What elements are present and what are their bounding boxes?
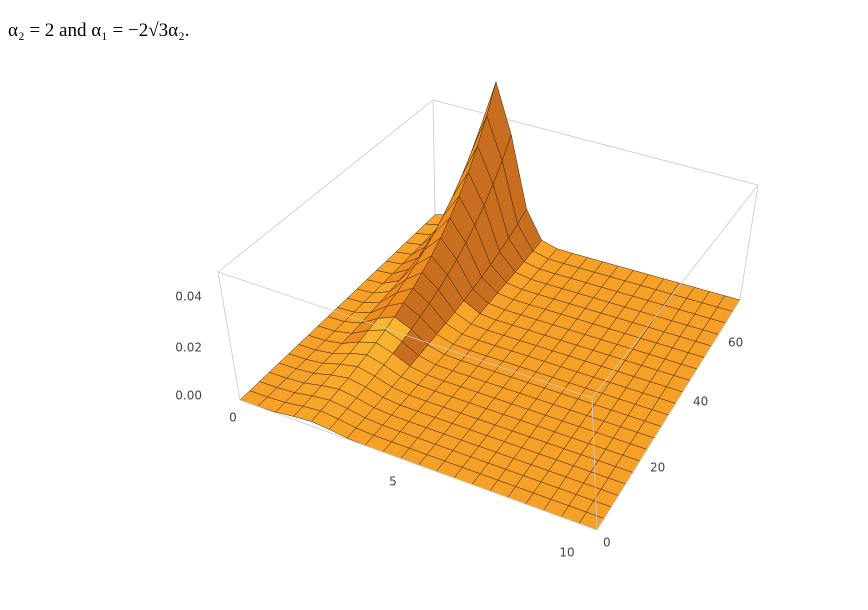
box-edge [596, 299, 741, 531]
bounding-box-back [217, 99, 759, 401]
x-tick-label: 5 [389, 475, 397, 489]
bounding-box-front [217, 184, 759, 531]
box-edge [591, 397, 598, 531]
y-tick-label: 40 [693, 395, 708, 409]
box-edge [217, 271, 241, 401]
z-tick-label: 0.02 [175, 341, 202, 355]
z-tick-label: 0.00 [175, 389, 202, 403]
z-tick-label: 0.04 [175, 290, 202, 304]
box-edge [739, 184, 759, 301]
box-edge [217, 99, 434, 273]
x-tick-label: 10 [559, 546, 574, 560]
y-tick-label: 60 [728, 336, 743, 350]
caption: α₂ = 2 and α₁ = −2√3α₂. [8, 20, 190, 41]
box-edge [432, 99, 436, 216]
y-tick-label: 20 [650, 461, 665, 475]
y-tick-label: 0 [603, 536, 611, 550]
box-edge [591, 184, 759, 399]
box-edge [239, 399, 598, 531]
x-tick-label: 0 [229, 411, 237, 425]
box-edge [217, 271, 593, 399]
